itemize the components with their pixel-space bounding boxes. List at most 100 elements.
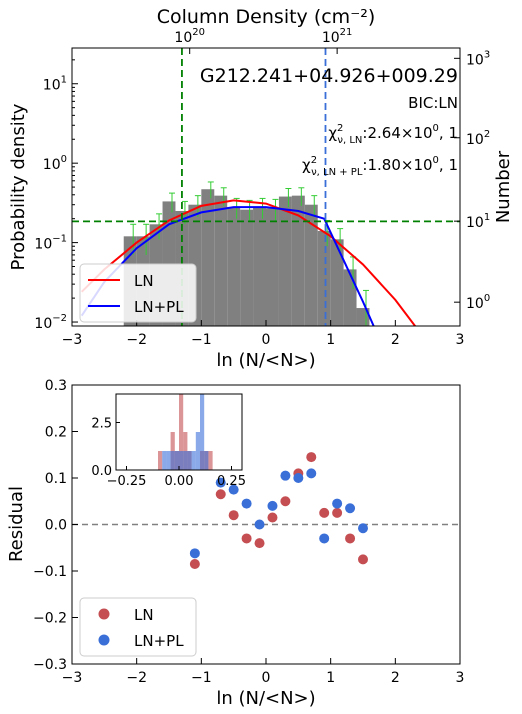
residual-point-ln-pl (358, 523, 368, 534)
inset-bar-ln (179, 394, 184, 470)
x-axis-label: ln (N/<N>) (216, 350, 315, 371)
residual-point-ln (267, 512, 278, 523)
y-right-tick-label: 102 (466, 129, 490, 148)
legend-ln-label: LN (134, 272, 154, 290)
x-ticks: −3 −2 −1 0 1 2 3 (62, 658, 465, 686)
residual-points (189, 452, 368, 570)
chi-ln-text: χ2 ν, LN:2.64×100, 1 (328, 123, 458, 146)
x-tick-label: 1 (326, 332, 335, 348)
pdf-panel: −3 −2 −1 0 1 2 3 10−2 10−1 100 101 100 101 102 103 1… (8, 6, 514, 371)
y-right-tick-label: 100 (466, 293, 490, 312)
residual-point-ln (189, 559, 200, 570)
inset-bar-ln (158, 451, 163, 470)
x-tick-label: 3 (456, 670, 465, 686)
inset-bar-ln-pl (179, 451, 184, 470)
legend-lnpl-label: LN+PL (134, 632, 184, 650)
top-tick-label: 1021 (322, 27, 353, 46)
top-axis-ticks: 1020 1021 (174, 27, 352, 54)
histogram-bar (278, 196, 292, 326)
inset-bar-ln-pl (183, 451, 188, 470)
bic-label: BIC:LN (408, 94, 458, 112)
inset-bar-ln-pl (166, 451, 171, 470)
inset-bar-ln-pl (191, 451, 196, 470)
x-tick-label: −3 (62, 670, 83, 686)
legend-bottom: LN LN+PL (79, 597, 197, 657)
x-tick-label: −1 (191, 332, 212, 348)
residual-point-ln-pl (293, 473, 304, 483)
residual-point-ln (345, 533, 356, 544)
x-tick-label: −1 (191, 670, 212, 686)
x-tick-label: 0 (262, 332, 271, 348)
y-axis-label: Residual (6, 486, 27, 562)
residual-point-ln-pl (241, 498, 252, 509)
residual-point-ln (332, 507, 343, 518)
y-tick-label: −0.1 (33, 564, 67, 580)
y-axis-label-right: Number (493, 150, 514, 223)
y-tick-label: 101 (43, 75, 67, 94)
x-tick-label: 3 (456, 332, 465, 348)
error-bars (130, 181, 369, 326)
histogram-bar (214, 195, 228, 326)
y-tick-label: 100 (43, 154, 67, 173)
inset-x-tick-label: 0.00 (165, 474, 194, 489)
inset-bar-ln-pl (170, 451, 175, 470)
x-tick-label: −3 (62, 332, 83, 348)
histogram-bar (291, 195, 305, 326)
histogram-bar (253, 207, 266, 326)
chi-lnpl-text: χ2 ν, LN + PL:1.80×100, 1 (302, 155, 458, 178)
y-tick-label: −0.3 (33, 657, 67, 673)
histogram-bar (317, 230, 331, 326)
y-tick-label: 10−2 (34, 313, 67, 332)
inset-bar-ln-pl (187, 451, 192, 470)
x-ticks: −3 −2 −1 0 1 2 3 (62, 320, 465, 348)
x-axis-label: ln (N/<N>) (216, 688, 315, 709)
inset-bar-ln-pl (204, 451, 209, 470)
x-tick-label: 2 (391, 332, 400, 348)
residual-panel: −3 −2 −1 0 1 2 3 −0.3 −0.2 −0.1 0.0 0.1 0.2 0.3 ln (… (6, 378, 464, 709)
x-tick-label: −2 (126, 332, 147, 348)
legend-top-box (79, 263, 197, 323)
histogram-bar (227, 207, 241, 326)
residual-point-ln-pl (267, 500, 278, 511)
residual-point-ln-pl (189, 548, 200, 559)
residual-point-ln (306, 452, 317, 463)
residual-point-ln (280, 496, 291, 507)
y-right-tick-label: 103 (466, 49, 490, 68)
x-tick-label: −2 (126, 670, 147, 686)
x-tick-label: 2 (391, 670, 400, 686)
fit-line-ln (80, 199, 417, 326)
residual-point-ln-pl (306, 468, 317, 479)
legend-top: LN LN+PL (79, 263, 197, 323)
histogram-bar (330, 239, 344, 326)
histogram-bar (240, 209, 254, 326)
fit-line-ln-pl (80, 206, 375, 326)
y-tick-label: 0.1 (45, 471, 67, 487)
histogram-bar (343, 269, 357, 326)
inset-bar-ln-pl (200, 394, 205, 470)
residual-point-ln-pl (254, 519, 265, 530)
histogram-bar (266, 208, 279, 326)
residual-point-ln-pl (280, 470, 291, 481)
y-tick-label: 10−1 (34, 234, 67, 253)
residual-point-ln (241, 533, 252, 544)
legend-lnpl-label: LN+PL (134, 298, 184, 316)
inset-bar-ln-pl (174, 451, 179, 470)
residual-point-ln (254, 538, 265, 549)
source-name: G212.241+04.926+009.29 (200, 65, 458, 87)
inset-bar-ln-pl (195, 432, 200, 470)
residual-point-ln-pl (345, 503, 356, 514)
inset-ticks: −0.25 0.00 0.25 0.0 2.5 (91, 417, 246, 490)
top-tick-label: 1020 (174, 27, 205, 46)
residual-point-ln-pl (228, 484, 239, 495)
residual-point-ln-pl (319, 533, 330, 544)
y-ticks-right: 100 101 102 103 (454, 49, 490, 312)
inset-y-tick-label: 0.0 (91, 464, 112, 479)
y-axis-label: Probability density (8, 103, 29, 270)
inset-y-tick-label: 2.5 (91, 417, 112, 432)
y-tick-label: 0.2 (45, 425, 67, 441)
y-tick-label: −0.2 (33, 611, 67, 627)
residual-point-ln (319, 507, 330, 518)
legend-lnpl-marker (98, 634, 110, 646)
y-tick-label: 0.3 (45, 378, 67, 394)
